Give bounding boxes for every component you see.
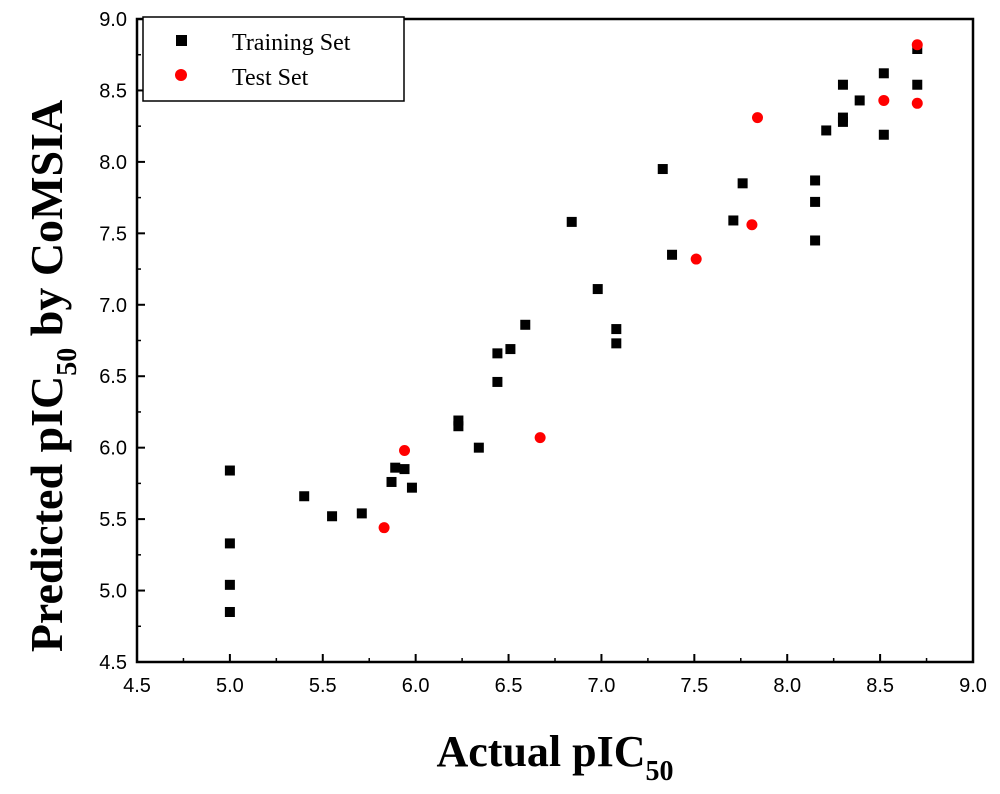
legend-test-label: Test Set	[232, 65, 309, 91]
y-tick-label: 7.5	[99, 223, 127, 245]
y-axis-title-subscript: 50	[52, 348, 83, 376]
y-axis-title-main: Predicted pIC	[21, 376, 72, 652]
training-set-point	[854, 95, 865, 106]
y-axis-title: Predicted pIC50 by CoMSIA	[21, 100, 83, 652]
test-set-point	[878, 94, 890, 106]
training-set-point	[327, 511, 338, 522]
training-set-point	[821, 125, 832, 136]
test-set-point	[690, 253, 702, 265]
training-set-point	[737, 178, 748, 189]
training-set-point	[473, 442, 484, 453]
training-set-point	[810, 235, 821, 246]
training-set-point	[912, 79, 923, 90]
legend-test-marker	[175, 69, 187, 81]
training-set-point	[728, 215, 739, 226]
x-tick-label: 6.0	[402, 675, 430, 697]
training-set-point	[810, 196, 821, 207]
test-set-point	[746, 219, 758, 231]
test-set-point	[534, 432, 546, 444]
y-tick-label: 6.0	[99, 438, 127, 460]
x-tick-label: 6.5	[495, 675, 523, 697]
test-set-point	[399, 445, 411, 457]
training-set-point	[356, 508, 367, 519]
y-tick-label: 5.0	[99, 581, 127, 603]
x-axis-title-subscript: 50	[646, 756, 674, 787]
x-tick-label: 4.5	[123, 675, 151, 697]
training-set-point	[492, 376, 503, 387]
training-set-point	[837, 79, 848, 90]
y-tick-label: 5.5	[99, 509, 127, 531]
training-set-point	[667, 249, 678, 260]
legend-box	[142, 16, 405, 102]
x-tick-label: 7.5	[680, 675, 708, 697]
x-tick-label: 9.0	[959, 675, 987, 697]
training-set-point	[224, 538, 235, 549]
y-tick-label: 9.0	[99, 9, 127, 31]
x-axis-title-main: Actual pIC	[436, 727, 645, 776]
y-tick-label: 4.5	[99, 652, 127, 674]
training-set-point	[406, 482, 417, 493]
training-set-point	[611, 324, 622, 335]
x-tick-label: 8.5	[866, 675, 894, 697]
training-set-point	[224, 465, 235, 476]
training-set-point	[386, 476, 397, 487]
legend: Training Set Test Set	[142, 16, 405, 102]
x-tick-label: 8.0	[773, 675, 801, 697]
training-set-point	[224, 606, 235, 617]
x-axis-title: Actual pIC50	[436, 727, 673, 787]
training-set-point	[810, 175, 821, 186]
training-set-point	[453, 421, 464, 432]
training-set-point	[611, 338, 622, 349]
training-set-point	[566, 216, 577, 227]
training-set-point	[224, 579, 235, 590]
training-set-point	[492, 348, 503, 359]
x-tick-label: 7.0	[588, 675, 616, 697]
test-set-point	[751, 112, 763, 124]
training-set-point	[399, 464, 410, 475]
y-tick-label: 7.0	[99, 295, 127, 317]
training-set-point	[878, 129, 889, 140]
x-tick-label: 5.0	[216, 675, 244, 697]
y-tick-label: 6.5	[99, 366, 127, 388]
training-set-point	[299, 491, 310, 502]
legend-training-marker	[176, 35, 187, 46]
training-set-point	[592, 284, 603, 295]
x-tick-label: 5.5	[309, 675, 337, 697]
training-set-point	[878, 68, 889, 79]
training-set-point	[520, 319, 531, 330]
y-tick-label: 8.0	[99, 152, 127, 174]
training-set-point	[390, 462, 401, 473]
training-set-point	[837, 116, 848, 127]
test-set-point	[911, 97, 923, 109]
legend-training-label: Training Set	[232, 30, 351, 56]
training-set-point	[505, 344, 516, 355]
y-tick-label: 8.5	[99, 80, 127, 102]
test-set-point	[911, 39, 923, 51]
y-axis-title-suffix: by CoMSIA	[21, 100, 72, 348]
training-set-point	[453, 415, 464, 426]
test-set-point	[378, 522, 390, 534]
training-set-point	[657, 164, 668, 175]
